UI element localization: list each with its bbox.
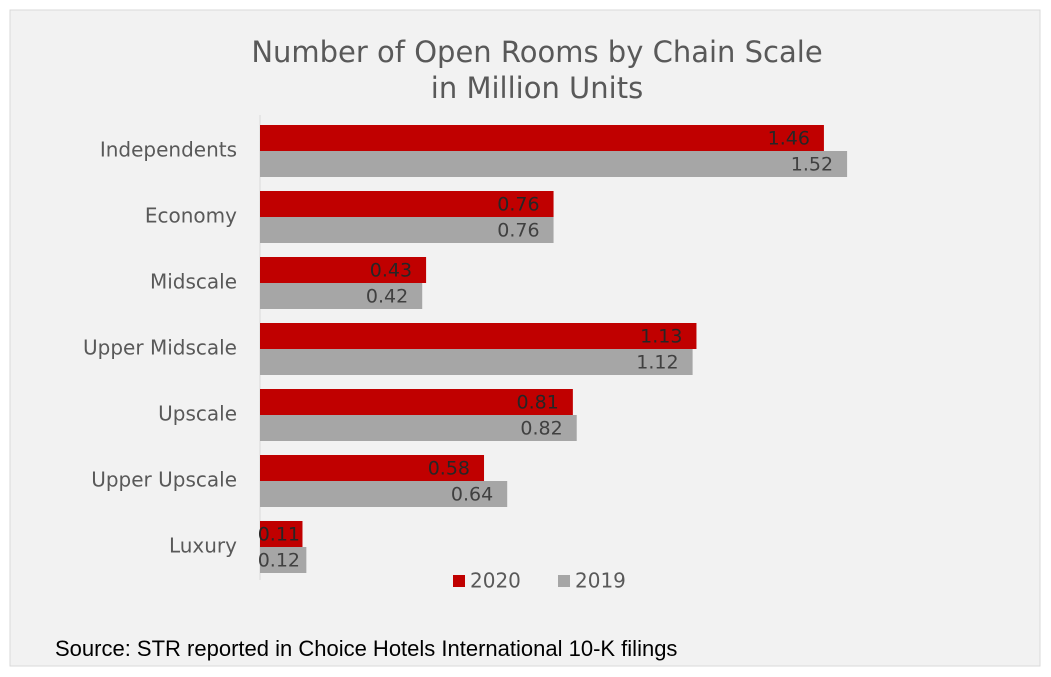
data-label: 0.42 [366, 286, 408, 308]
data-label: 1.52 [791, 154, 833, 176]
bar [260, 521, 303, 547]
chart-subtitle: in Million Units [431, 71, 643, 105]
data-label: 1.12 [636, 352, 678, 374]
y-tick-label: Upper Midscale [83, 336, 237, 360]
data-label: 0.81 [517, 392, 559, 414]
bar [260, 191, 554, 217]
bar [260, 323, 697, 349]
bar [260, 455, 485, 481]
bar [260, 547, 307, 573]
y-tick-label: Upscale [158, 402, 237, 426]
bar [260, 389, 573, 415]
y-tick-label: Luxury [169, 534, 237, 558]
bar [260, 217, 554, 243]
data-label: 0.11 [258, 524, 300, 546]
data-label: 0.82 [520, 418, 562, 440]
bar [260, 283, 423, 309]
data-label: 1.46 [768, 128, 810, 150]
y-tick-label: Midscale [150, 270, 237, 294]
y-tick-label: Economy [145, 204, 237, 228]
bar [260, 481, 508, 507]
legend-swatch [558, 575, 570, 587]
legend-swatch [453, 575, 465, 587]
data-label: 1.13 [640, 326, 682, 348]
y-tick-label: Upper Upscale [91, 468, 237, 492]
data-label: 0.64 [451, 484, 493, 506]
data-label: 0.76 [497, 220, 539, 242]
data-label: 0.12 [258, 550, 300, 572]
data-label: 0.43 [370, 260, 412, 282]
y-tick-label: Independents [100, 138, 237, 162]
source-note: Source: STR reported in Choice Hotels In… [55, 636, 677, 661]
bar [260, 151, 848, 177]
bar [260, 415, 577, 441]
legend-label: 2020 [470, 569, 521, 593]
data-label: 0.58 [428, 458, 470, 480]
bar [260, 257, 427, 283]
bar [260, 125, 824, 151]
bar [260, 349, 693, 375]
chart-title: Number of Open Rooms by Chain Scale [251, 35, 822, 69]
data-label: 0.76 [497, 194, 539, 216]
legend-label: 2019 [575, 569, 626, 593]
